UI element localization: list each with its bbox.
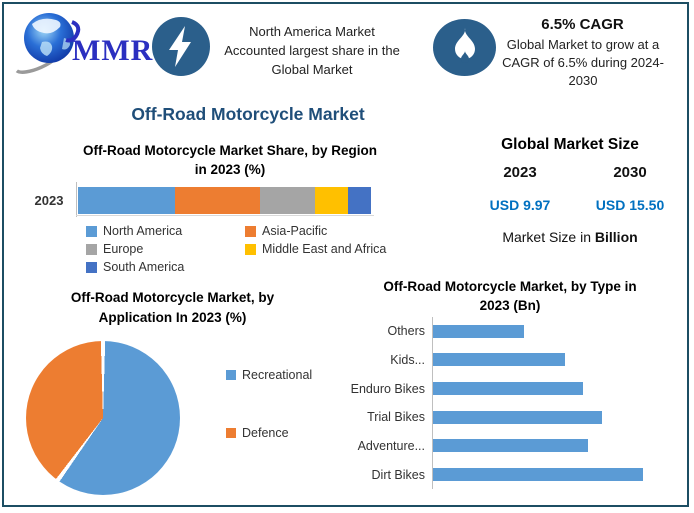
region-stacked-bar bbox=[78, 187, 371, 214]
region-x-axis-line bbox=[76, 215, 374, 216]
type-bar-track bbox=[433, 382, 661, 396]
region-chart-title-line: in 2023 (%) bbox=[194, 162, 266, 177]
market-size-footnote: Market Size in Billion bbox=[460, 229, 680, 245]
legend-item-recreational: Recreational bbox=[226, 368, 336, 382]
legend-label: Recreational bbox=[242, 368, 313, 382]
market-size-value-2030: USD 15.50 bbox=[595, 197, 665, 213]
highlight-line: Accounted largest share in the bbox=[224, 43, 400, 58]
legend-item-asia-pacific: Asia-Pacific bbox=[245, 224, 396, 238]
legend-item-south-america: South America bbox=[86, 260, 245, 274]
type-bar-row-adventure: Adventure... bbox=[345, 439, 675, 453]
region-legend: North America Asia-Pacific Europe Middle Ea… bbox=[86, 224, 396, 274]
type-bar bbox=[433, 353, 566, 367]
region-chart-title-line: Off-Road Motorcycle Market Share, by Reg… bbox=[82, 143, 378, 158]
lightning-icon bbox=[152, 17, 210, 76]
legend-swatch bbox=[245, 243, 256, 255]
region-axis-label: 2023 bbox=[34, 193, 64, 208]
globe-icon bbox=[12, 8, 86, 81]
type-category-label: Dirt Bikes bbox=[371, 467, 425, 482]
type-y-axis-line bbox=[432, 317, 433, 489]
highlight-north-america: North America Market Accounted largest s… bbox=[212, 22, 412, 79]
type-bar-track bbox=[433, 353, 661, 367]
bar-segment-north-america bbox=[78, 187, 175, 214]
type-bar-track bbox=[433, 439, 661, 453]
application-chart-title-line: Off-Road Motorcycle Market, by bbox=[70, 290, 275, 305]
type-bar-chart: Others Kids... Enduro Bikes Trial Bikes Adve… bbox=[345, 317, 675, 489]
cagr-line: 2030 bbox=[568, 73, 598, 88]
type-bar-row-enduro-bikes: Enduro Bikes bbox=[345, 382, 675, 396]
type-chart-title-line: 2023 (Bn) bbox=[479, 298, 541, 313]
type-bar-row-dirt-bikes: Dirt Bikes bbox=[345, 468, 675, 482]
type-category-label: Trial Bikes bbox=[367, 410, 425, 425]
type-bar-track bbox=[433, 410, 661, 424]
legend-item-north-america: North America bbox=[86, 224, 245, 238]
application-pie bbox=[26, 341, 180, 495]
logo-wordmark: MMR bbox=[72, 34, 154, 67]
application-legend: Recreational Defence bbox=[226, 368, 336, 440]
bar-segment-south-america bbox=[347, 187, 371, 214]
type-bar-row-trial-bikes: Trial Bikes bbox=[345, 410, 675, 424]
market-size-year-2030: 2030 bbox=[613, 164, 647, 181]
cagr-title: 6.5% CAGR bbox=[541, 16, 624, 33]
legend-label: Asia-Pacific bbox=[262, 224, 328, 238]
type-bar bbox=[433, 410, 602, 424]
legend-item-europe: Europe bbox=[86, 242, 245, 256]
application-chart-title-line: Application In 2023 (%) bbox=[98, 310, 247, 325]
type-category-label: Enduro Bikes bbox=[350, 381, 425, 396]
type-bar-row-others: Others bbox=[345, 324, 675, 338]
type-bar-track bbox=[433, 468, 661, 482]
highlight-line: Global Market bbox=[271, 62, 353, 77]
market-size-value-2023: USD 9.97 bbox=[489, 197, 551, 213]
cagr-text: Global Market to grow at a CAGR of 6.5% … bbox=[498, 36, 668, 90]
bar-segment-middle-east-and-africa bbox=[315, 187, 348, 214]
legend-swatch bbox=[86, 243, 97, 255]
legend-label: Defence bbox=[242, 426, 289, 440]
type-bar bbox=[433, 468, 643, 482]
market-size-year-2023: 2023 bbox=[503, 164, 537, 181]
legend-swatch bbox=[226, 428, 236, 438]
legend-label: Middle East and Africa bbox=[262, 242, 387, 256]
legend-swatch bbox=[86, 225, 97, 237]
footnote-unit: Billion bbox=[594, 229, 638, 245]
type-chart-title: Off-Road Motorcycle Market, by Type in 2… bbox=[350, 277, 670, 315]
legend-item-middle-east-and-africa: Middle East and Africa bbox=[245, 242, 396, 256]
type-bar bbox=[433, 324, 525, 338]
type-bar bbox=[433, 439, 589, 453]
type-chart-title-line: Off-Road Motorcycle Market, by Type in bbox=[383, 279, 637, 294]
application-chart-title: Off-Road Motorcycle Market, by Applicati… bbox=[25, 288, 320, 328]
mmr-logo: MMR bbox=[12, 8, 152, 80]
footnote-prefix: Market Size in bbox=[502, 229, 595, 245]
page-title: Off-Road Motorcycle Market bbox=[131, 104, 365, 124]
type-bar bbox=[433, 382, 584, 396]
legend-swatch bbox=[245, 225, 256, 237]
highlight-line: North America Market bbox=[249, 24, 375, 39]
market-size-title: Global Market Size bbox=[501, 136, 639, 153]
type-category-label: Others bbox=[387, 324, 425, 339]
legend-label: South America bbox=[103, 260, 185, 274]
type-category-label: Kids... bbox=[390, 352, 425, 367]
cagr-line: CAGR of 6.5% during 2024- bbox=[502, 55, 664, 70]
type-bar-track bbox=[433, 324, 661, 338]
type-bar-row-kids: Kids... bbox=[345, 353, 675, 367]
bar-segment-europe bbox=[259, 187, 316, 214]
legend-item-defence: Defence bbox=[226, 426, 336, 440]
outer-border bbox=[2, 2, 689, 507]
legend-swatch bbox=[226, 370, 236, 380]
bar-segment-asia-pacific bbox=[174, 187, 260, 214]
cagr-line: Global Market to grow at a bbox=[506, 37, 660, 52]
legend-swatch bbox=[86, 261, 97, 273]
legend-label: North America bbox=[103, 224, 183, 238]
region-y-axis-line bbox=[76, 182, 77, 217]
region-chart-title: Off-Road Motorcycle Market Share, by Reg… bbox=[20, 141, 440, 179]
type-category-label: Adventure... bbox=[357, 438, 425, 453]
legend-label: Europe bbox=[103, 242, 144, 256]
flame-icon bbox=[433, 19, 496, 76]
